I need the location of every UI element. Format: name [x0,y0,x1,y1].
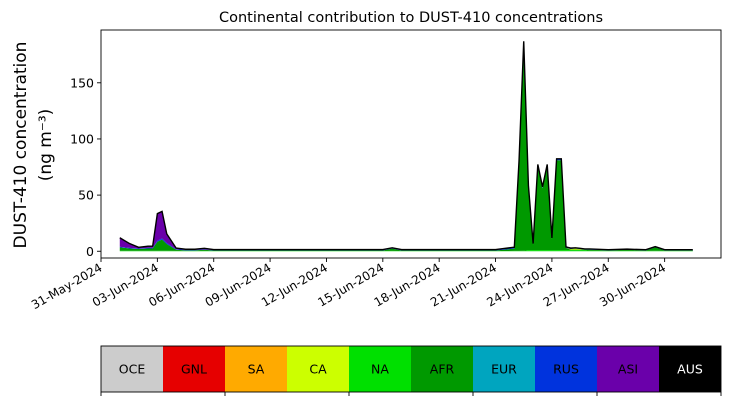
legend-swatch-asi [597,346,659,392]
legend-swatch-ca [287,346,349,392]
legend-label-oce: OCE [119,362,146,377]
series-area-asi [119,41,693,251]
total-line [119,41,693,251]
axes-frame [100,29,722,259]
y-axis-label-line2: (ng m⁻³) [36,109,56,182]
legend-swatch-rus [535,346,597,392]
legend-swatch-gnl [163,346,225,392]
series-area-na [119,250,693,252]
legend-swatch-oce [101,346,163,392]
legend-label-rus: RUS [553,362,579,377]
y-tick-label: 100 [70,131,94,146]
y-axis-label-line1: DUST-410 concentration [11,42,31,249]
y-tick-label: 50 [78,188,94,203]
series-area-afr [119,53,693,252]
legend-swatch-aus [659,346,721,392]
series-area-rus [119,41,693,251]
legend-label-ca: CA [309,362,327,377]
legend-swatch-na [349,346,411,392]
legend-label-gnl: GNL [181,362,207,377]
plot-area: 05010015031-May-202403-Jun-202406-Jun-20… [29,29,722,312]
legend-label-asi: ASI [618,362,638,377]
legend-label-eur: EUR [491,362,517,377]
y-tick-label: 150 [70,75,94,90]
legend-swatch-eur [473,346,535,392]
legend-label-sa: SA [248,362,265,377]
legend-label-aus: AUS [677,362,703,377]
legend-label-afr: AFR [430,362,455,377]
legend-swatch-afr [411,346,473,392]
legend-bar: OCE GNL SA CA NA AFR EUR RUS ASI AUS [100,345,722,396]
legend-label-na: NA [371,362,389,377]
legend-swatch-sa [225,346,287,392]
chart-title: Continental contribution to DUST-410 con… [219,10,603,26]
series-area-ca [119,53,693,251]
legend-frame [100,345,722,393]
y-tick-label: 0 [86,244,94,259]
